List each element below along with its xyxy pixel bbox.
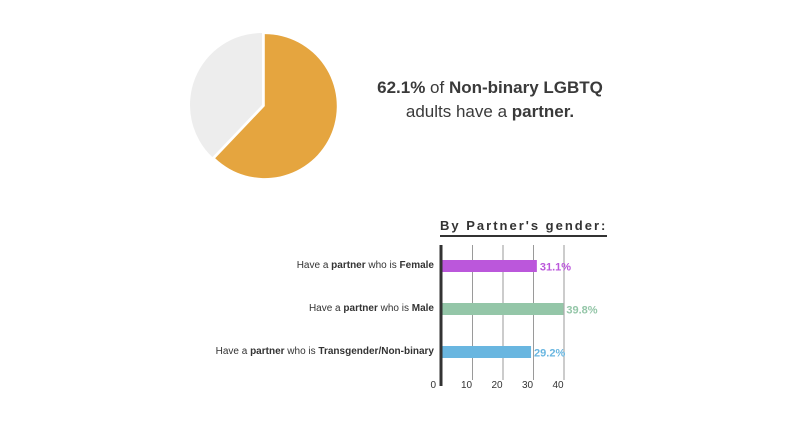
section-title: By Partner's gender: (440, 218, 608, 237)
x-tick-label: 20 (491, 380, 503, 391)
bar-label-transgender-mid: who is (284, 346, 319, 357)
headline: 62.1% of Non-binary LGBTQ adults have a … (340, 76, 640, 124)
bar-label-transgender-partner: partner (250, 346, 285, 357)
bar-label-female-pre: Have a (296, 260, 332, 271)
headline-line-1: 62.1% of Non-binary LGBTQ (340, 76, 640, 100)
headline-percent: 62.1% (377, 78, 426, 97)
bar-label-transgender-gender: Transgender/Non-binary (318, 346, 434, 357)
headline-line-2: adults have a partner. (340, 100, 640, 124)
bar-label-female-partner: partner (331, 260, 366, 271)
bar-label-male-pre: Have a (308, 303, 344, 314)
bar-label-female-gender: Female (399, 260, 434, 271)
bar-male-value-label: 39.8% (566, 305, 597, 317)
x-tick-label: 10 (461, 380, 473, 391)
pie-slice-partner (215, 34, 337, 179)
bar-transgender-value-label: 29.2% (534, 348, 565, 360)
x-tick-label: 30 (522, 380, 534, 391)
pie-slice-other (190, 33, 262, 158)
x-tick-label: 0 (430, 380, 436, 391)
bar-male (442, 303, 564, 315)
x-tick-label: 40 (552, 380, 564, 391)
bar-label-transgender: Have a partner who is Transgender/Non-bi… (216, 346, 434, 357)
pie-chart (190, 33, 337, 179)
bar-female-value-label: 31.1% (540, 262, 571, 274)
bar-label-male: Have a partner who is Male (309, 303, 434, 314)
bar-label-male-gender: Male (411, 303, 434, 314)
headline-partner: partner. (511, 102, 575, 121)
headline-text-of: of (425, 78, 449, 97)
headline-group: Non-binary LGBTQ (448, 78, 603, 97)
bar-transgender (442, 346, 532, 358)
headline-text-adults: adults have a (405, 102, 512, 121)
bar-female (442, 260, 537, 272)
bar-label-transgender-pre: Have a (215, 346, 251, 357)
bar-label-male-partner: partner (343, 303, 378, 314)
bar-label-female: Have a partner who is Female (297, 260, 434, 271)
bar-label-female-mid: who is (365, 260, 400, 271)
bar-label-male-mid: who is (377, 303, 412, 314)
